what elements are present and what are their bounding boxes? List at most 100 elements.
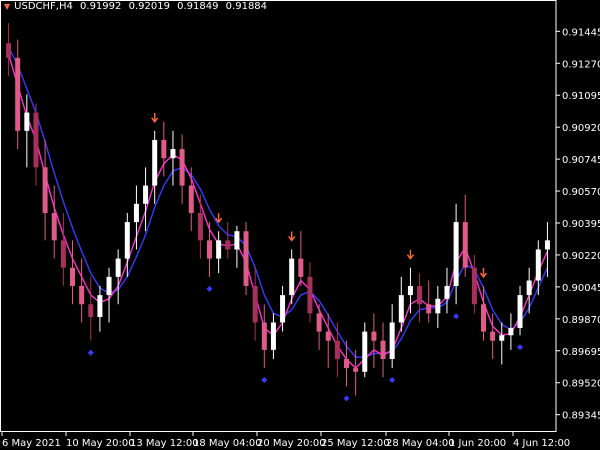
moving-averages [7,46,549,370]
buy-dot-icon [389,377,396,384]
candle-down [380,340,386,359]
y-tick-label: 0.90570 [562,187,600,198]
sell-arrow-icon [215,213,223,224]
sell-arrow-icon [151,112,159,123]
candle-up [435,298,441,314]
candle-down [6,43,12,58]
sell-arrow-icon [479,267,488,279]
chart-header: ▼ USDCHF,H4 0.91992 0.92019 0.91849 0.918… [4,1,271,12]
close-price: 0.91884 [225,1,268,12]
candle-up [170,149,176,159]
candle-down [325,331,331,341]
candle-down [252,285,258,323]
candle-down [417,285,423,305]
candle-down [179,149,185,186]
candle-down [316,313,322,332]
candle-down [51,212,57,241]
buy-dot-icon [206,285,213,292]
candle-up [280,295,286,323]
candle-down [42,167,48,213]
open-price: 0.91992 [80,1,122,12]
candle-down [15,57,21,131]
candle-down [471,267,477,305]
candle-down [88,304,94,318]
candle-down [371,331,377,341]
y-tick-label: 0.91095 [562,91,600,102]
y-tick-label: 0.91270 [562,59,600,70]
y-tick-label: 0.89695 [562,347,600,358]
plot-border [0,0,557,432]
candle-down [243,231,249,286]
candle-down [188,185,194,213]
buy-dot-icon [453,313,460,320]
y-tick-label: 0.90920 [562,123,600,134]
candle-down [490,331,496,341]
candle-up [508,327,514,336]
candle-down [298,258,304,277]
candle-down [79,285,85,305]
sell-arrow-icon [288,231,296,242]
x-tick-label: 13 May 12:00 [130,438,199,449]
candle-up [234,231,240,250]
candle-down [161,139,167,159]
candle-down [261,322,267,350]
candle-up [526,280,532,296]
candle-up [398,295,404,323]
high-price: 0.92019 [128,1,170,12]
candle-down [307,276,313,314]
y-tick-label: 0.90045 [562,283,600,294]
candle-down [462,222,468,268]
buy-dot-icon [87,349,94,356]
y-tick-label: 0.90745 [562,155,600,166]
candle-up [152,139,158,186]
y-tick-label: 0.89345 [562,411,600,422]
candle-down [426,304,432,314]
x-tick-label: 1 Jun 20:00 [449,438,506,449]
buy-dot-icon [517,344,524,351]
candle-up [270,322,276,350]
candle-up [133,203,139,223]
x-tick-label: 18 May 04:00 [193,438,262,449]
candle-up [216,240,222,259]
candle-up [106,276,112,296]
chart-frame [0,0,557,432]
y-tick-label: 0.89870 [562,315,600,326]
candle-up [535,249,541,281]
triangle-down-icon: ▼ [4,2,11,11]
candle-up [115,258,121,277]
candle-down [225,240,231,250]
candle-up [124,222,130,259]
candle-up [362,331,368,372]
signal-arrows [87,112,524,402]
x-tick-label: 20 May 20:00 [257,438,326,449]
candle-up [453,222,459,286]
candle-down [33,112,39,168]
candle-down [207,240,212,259]
candle-down [481,304,486,332]
candle-up [499,335,505,341]
x-tick-label: 6 May 2021 [2,438,61,449]
sell-arrow-icon [406,249,414,260]
x-tick-label: 4 Jun 12:00 [513,438,570,449]
buy-dot-icon [261,377,268,384]
candle-down [353,368,359,372]
candles [6,23,550,396]
x-tick-label: 25 May 12:00 [321,438,390,449]
candle-down [60,240,66,268]
candle-down [70,267,75,286]
y-tick-label: 0.91445 [562,27,600,38]
price-axis: 0.91445 0.91270 0.91095 0.90920 0.90745 0.905… [556,27,600,422]
candle-up [24,112,30,131]
candle-up [97,295,103,318]
candle-up [143,185,149,204]
candle-down [197,212,203,241]
x-tick-label: 28 May 04:00 [386,438,455,449]
candle-down [334,340,340,359]
candle-up [544,240,550,250]
y-tick-label: 0.90220 [562,251,600,262]
candle-up [444,285,450,299]
low-price: 0.91849 [177,1,219,12]
